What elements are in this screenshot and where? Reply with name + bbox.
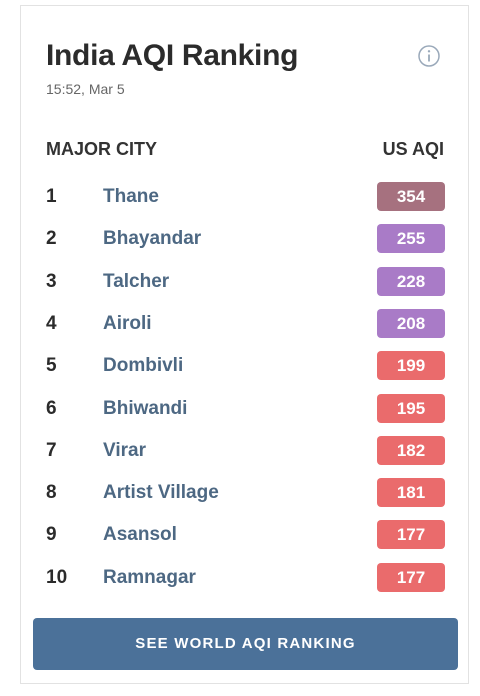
rank: 4 [46, 312, 57, 334]
ranking-row: 1 Thane 354 [21, 182, 470, 212]
ranking-row: 7 Virar 182 [21, 435, 470, 466]
aqi-badge: 177 [377, 520, 445, 550]
rank: 8 [46, 482, 57, 504]
column-header: MAJOR CITY [46, 139, 158, 159]
timestamp: 15:52, Mar 5 [46, 81, 125, 97]
ranking-row: 3 Talcher 228 [21, 266, 470, 297]
world-ranking-button[interactable]: SEE WORLD AQI RANKING [33, 618, 458, 670]
aqi-badge: 182 [377, 435, 445, 465]
ranking-card: India AQI Ranking 15:52, Mar 5 MAJOR CIT… [20, 5, 469, 684]
city-name: Bhayandar [103, 228, 202, 250]
city-name: Artist Village [103, 482, 219, 504]
rank: 2 [46, 228, 57, 250]
ranking-row: 6 Bhiwandi 195 [21, 393, 470, 424]
ranking-row: 10 Ramnagar 177 [21, 562, 470, 593]
rank: 9 [46, 524, 57, 546]
city-name: Airoli [103, 312, 152, 334]
city-name: Ramnagar [103, 566, 196, 588]
city-name: Talcher [103, 270, 170, 292]
aqi-badge: 208 [377, 308, 445, 338]
rank: 10 [46, 566, 68, 588]
ranking-row: 4 Airoli 208 [21, 308, 470, 339]
ranking-row: 5 Dombivli 199 [21, 351, 470, 381]
ranking-row: 2 Bhayandar 255 [21, 224, 470, 254]
rank: 5 [46, 355, 57, 377]
city-name: Asansol [103, 524, 177, 546]
ranking-row: 8 Artist Village 181 [21, 478, 470, 508]
aqi-badge: 354 [377, 182, 445, 211]
aqi-badge: 199 [377, 351, 445, 381]
city-name: Thane [103, 186, 159, 207]
rank: 7 [46, 439, 57, 461]
city-name: Dombivli [103, 355, 184, 377]
info-icon[interactable] [417, 44, 441, 68]
aqi-badge: 177 [377, 562, 445, 592]
rank: 3 [46, 270, 57, 292]
aqi-badge: 181 [377, 478, 445, 508]
aqi-badge: 255 [377, 224, 445, 254]
aqi-badge: 228 [377, 266, 445, 296]
title: India AQI Ranking [46, 39, 299, 72]
aqi-badge: 195 [377, 393, 445, 423]
rank: 1 [46, 186, 57, 207]
city-name: Virar [103, 439, 146, 461]
city-name: Bhiwandi [103, 397, 188, 419]
column-header: US AQI [382, 139, 444, 159]
rank: 6 [46, 397, 57, 419]
ranking-row: 9 Asansol 177 [21, 520, 470, 550]
